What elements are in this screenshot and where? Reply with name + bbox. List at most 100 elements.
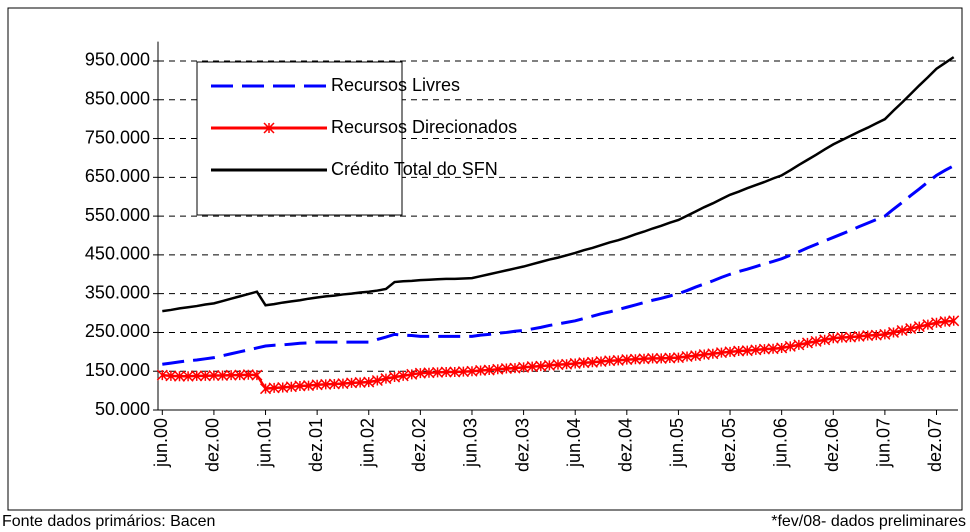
marker	[750, 344, 762, 356]
series-line	[162, 56, 955, 313]
y-tick-label: 150.000	[85, 360, 150, 380]
marker	[371, 374, 383, 387]
marker	[647, 352, 659, 364]
y-tick-label: 750.000	[85, 127, 150, 147]
x-tick-label: dez.05	[719, 418, 739, 472]
y-tick-label: 450.000	[85, 244, 150, 264]
marker	[414, 367, 426, 379]
marker	[784, 340, 796, 352]
marker	[905, 323, 917, 335]
marker	[758, 343, 770, 355]
marker	[337, 378, 349, 390]
marker	[655, 352, 667, 364]
x-tick-label: dez.03	[512, 418, 532, 472]
marker	[681, 350, 693, 363]
marker	[776, 342, 788, 354]
y-tick-label: 550.000	[85, 205, 150, 225]
marker	[836, 331, 848, 344]
x-tick-label: jun.05	[667, 418, 687, 468]
marker	[801, 337, 813, 349]
marker	[715, 347, 727, 359]
x-tick-label: dez.02	[409, 418, 429, 472]
marker	[621, 354, 633, 366]
marker	[827, 332, 839, 344]
series-1	[156, 315, 960, 395]
marker	[896, 324, 908, 337]
chart-border	[7, 7, 963, 511]
marker	[741, 345, 753, 357]
marker	[612, 354, 624, 366]
x-tick-label: jun.04	[564, 418, 584, 468]
marker	[561, 358, 573, 370]
marker	[303, 380, 315, 392]
marker	[251, 369, 263, 381]
marker	[263, 122, 275, 134]
marker	[466, 365, 478, 377]
marker	[698, 349, 710, 361]
marker	[440, 366, 452, 378]
marker	[234, 369, 246, 381]
marker	[311, 379, 323, 391]
marker	[569, 357, 581, 369]
marker	[870, 329, 882, 341]
x-tick-label: dez.06	[822, 418, 842, 472]
marker	[328, 378, 340, 390]
marker	[638, 353, 650, 365]
series-line	[162, 164, 955, 366]
footnote: *fev/08- dados preliminares	[771, 513, 966, 530]
x-tick-label: dez.01	[306, 418, 326, 472]
marker	[259, 383, 272, 395]
series-2	[162, 56, 955, 313]
legend-label: Recursos Livres	[331, 75, 460, 95]
marker	[586, 356, 598, 368]
x-tick-label: jun.03	[461, 418, 481, 468]
marker	[216, 369, 229, 382]
marker	[294, 380, 306, 392]
x-tick-label: dez.04	[616, 418, 636, 472]
marker	[500, 362, 512, 375]
marker	[457, 366, 469, 378]
marker	[535, 360, 547, 372]
y-tick-label: 50.000	[95, 399, 150, 419]
marker	[664, 352, 676, 364]
legend-label: Recursos Direcionados	[331, 117, 517, 137]
marker	[526, 361, 538, 373]
marker	[191, 370, 203, 382]
y-tick-label: 850.000	[85, 89, 150, 109]
marker	[346, 377, 358, 389]
x-tick-label: dez.00	[203, 418, 223, 472]
x-tick-label: jun.01	[254, 418, 274, 468]
x-tick-label: jun.07	[874, 418, 894, 468]
marker	[320, 378, 332, 390]
marker	[242, 369, 254, 381]
x-tick-label: jun.02	[358, 418, 378, 468]
marker	[810, 335, 822, 347]
x-tick-label: dez.07	[925, 418, 945, 472]
marker	[225, 369, 237, 381]
marker	[285, 381, 297, 393]
legend-label: Crédito Total do SFN	[331, 159, 498, 179]
marker	[475, 364, 487, 376]
marker	[397, 370, 409, 382]
marker	[173, 370, 186, 382]
marker	[483, 364, 495, 376]
series-0	[162, 164, 955, 366]
y-tick-label: 350.000	[85, 282, 150, 302]
marker	[277, 381, 289, 394]
marker	[380, 373, 392, 385]
marker	[819, 334, 831, 346]
marker	[733, 345, 745, 357]
marker	[913, 321, 925, 333]
marker	[595, 355, 607, 368]
marker	[578, 357, 590, 369]
marker	[354, 376, 366, 388]
marker	[156, 369, 168, 381]
marker	[948, 315, 960, 327]
marker	[552, 359, 564, 371]
marker	[165, 370, 177, 382]
marker	[268, 382, 280, 394]
marker	[208, 369, 220, 382]
marker	[492, 363, 504, 375]
marker	[767, 343, 779, 355]
